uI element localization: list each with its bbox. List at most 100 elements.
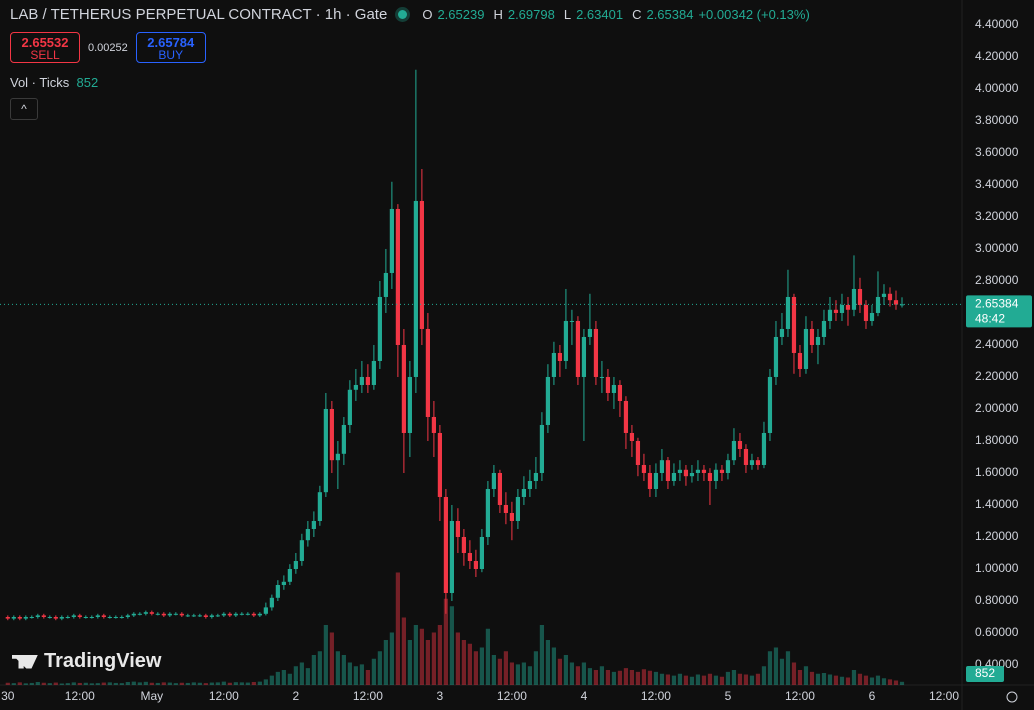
candle-body [881, 293, 887, 297]
candle-body [281, 581, 286, 585]
volume-bar [467, 643, 472, 685]
candle-body [17, 616, 22, 619]
candle-body [197, 615, 202, 617]
volume-bar [527, 666, 533, 685]
volume-bar [461, 640, 466, 685]
volume-bar [377, 651, 382, 685]
candle-body [377, 296, 382, 361]
candle-body [221, 613, 226, 616]
volume-bar [17, 682, 22, 685]
candle-body [797, 352, 803, 369]
candle-body [893, 300, 899, 305]
change: +0.00342 (+0.13%) [698, 7, 810, 22]
candle-body [839, 304, 845, 313]
volume-bar [245, 682, 250, 685]
volume-bar [449, 606, 454, 685]
volume-bar [743, 674, 749, 685]
volume-bar [233, 682, 238, 685]
y-tick-label: 0.80000 [975, 593, 1019, 607]
y-tick-label: 2.80000 [975, 273, 1019, 287]
volume-bar [779, 658, 785, 685]
candle-body [395, 208, 400, 345]
y-tick-label: 3.20000 [975, 209, 1019, 223]
candle-body [71, 615, 76, 617]
volume-bar [473, 651, 478, 685]
volume-bar [53, 682, 58, 685]
candle-body [203, 615, 208, 617]
volume-bar [431, 632, 436, 685]
volume-bar [707, 673, 713, 685]
candle-body [677, 469, 683, 473]
volume-bar [185, 682, 190, 685]
candle-body [485, 488, 491, 537]
volume-bar [791, 662, 797, 685]
volume-bar [221, 681, 226, 685]
candle-body [671, 472, 677, 481]
candle-body [809, 328, 815, 345]
volume-bar [683, 675, 689, 685]
candle-body [557, 352, 563, 361]
candle-body [635, 440, 641, 465]
candle-body [833, 309, 839, 313]
candle-body [827, 309, 833, 321]
ohlc-value: 2.65384 [646, 7, 694, 22]
candle-body [11, 616, 16, 619]
candle-body [665, 460, 671, 481]
sell-button[interactable]: 2.65532 SELL [10, 32, 80, 63]
y-tick-label: 2.20000 [975, 369, 1019, 383]
candle-body [161, 613, 166, 616]
candle-body [683, 469, 689, 477]
collapse-button[interactable]: ^ [10, 98, 38, 120]
candle-body [521, 488, 527, 497]
ohlc-value: 2.63401 [576, 7, 624, 22]
candle-body [239, 613, 244, 615]
volume-bar [731, 670, 737, 685]
volume-bar [437, 625, 442, 685]
y-tick-label: 3.60000 [975, 145, 1019, 159]
candle-body [215, 615, 220, 617]
candle-body [41, 615, 46, 617]
candle-body [47, 616, 52, 618]
candle-body [191, 615, 196, 617]
volume-bar [581, 662, 587, 685]
candle-body [347, 389, 352, 425]
volume-bar [845, 677, 851, 685]
candle-body [449, 520, 454, 593]
volume-bar [317, 651, 322, 685]
sell-price: 2.65532 [21, 35, 69, 50]
volume-bar [761, 666, 767, 685]
volume-bar [533, 651, 539, 685]
candle-body [65, 616, 70, 618]
volume-bar [629, 670, 635, 685]
volume-bar [101, 682, 106, 685]
candle-body [695, 469, 701, 473]
candle-body [701, 469, 707, 473]
y-tick-label: 1.80000 [975, 433, 1019, 447]
buy-button[interactable]: 2.65784 BUY [135, 32, 206, 63]
candle-body [461, 536, 466, 553]
candle-body [383, 272, 388, 297]
y-tick-label: 0.60000 [975, 625, 1019, 639]
candle-body [803, 328, 809, 369]
candle-body [737, 440, 743, 449]
candle-body [251, 613, 256, 616]
volume-bar [455, 632, 460, 685]
y-tick-label: 3.00000 [975, 241, 1019, 255]
candle-body [227, 613, 232, 616]
status-dot [398, 10, 408, 19]
candle-body [401, 344, 406, 433]
candle-body [167, 613, 172, 616]
candle-body [473, 560, 478, 569]
volume-bar [443, 598, 448, 685]
volume-bar [701, 675, 707, 685]
candle-body [653, 472, 659, 489]
candle-body [431, 416, 436, 433]
volume-bar [479, 647, 485, 685]
candle-body [545, 376, 551, 425]
candle-body [857, 288, 863, 305]
candle-body [659, 460, 665, 473]
volume-bar [857, 673, 863, 685]
volume-bar [869, 677, 875, 685]
candle-body [179, 613, 184, 616]
volume-bar [155, 682, 160, 685]
